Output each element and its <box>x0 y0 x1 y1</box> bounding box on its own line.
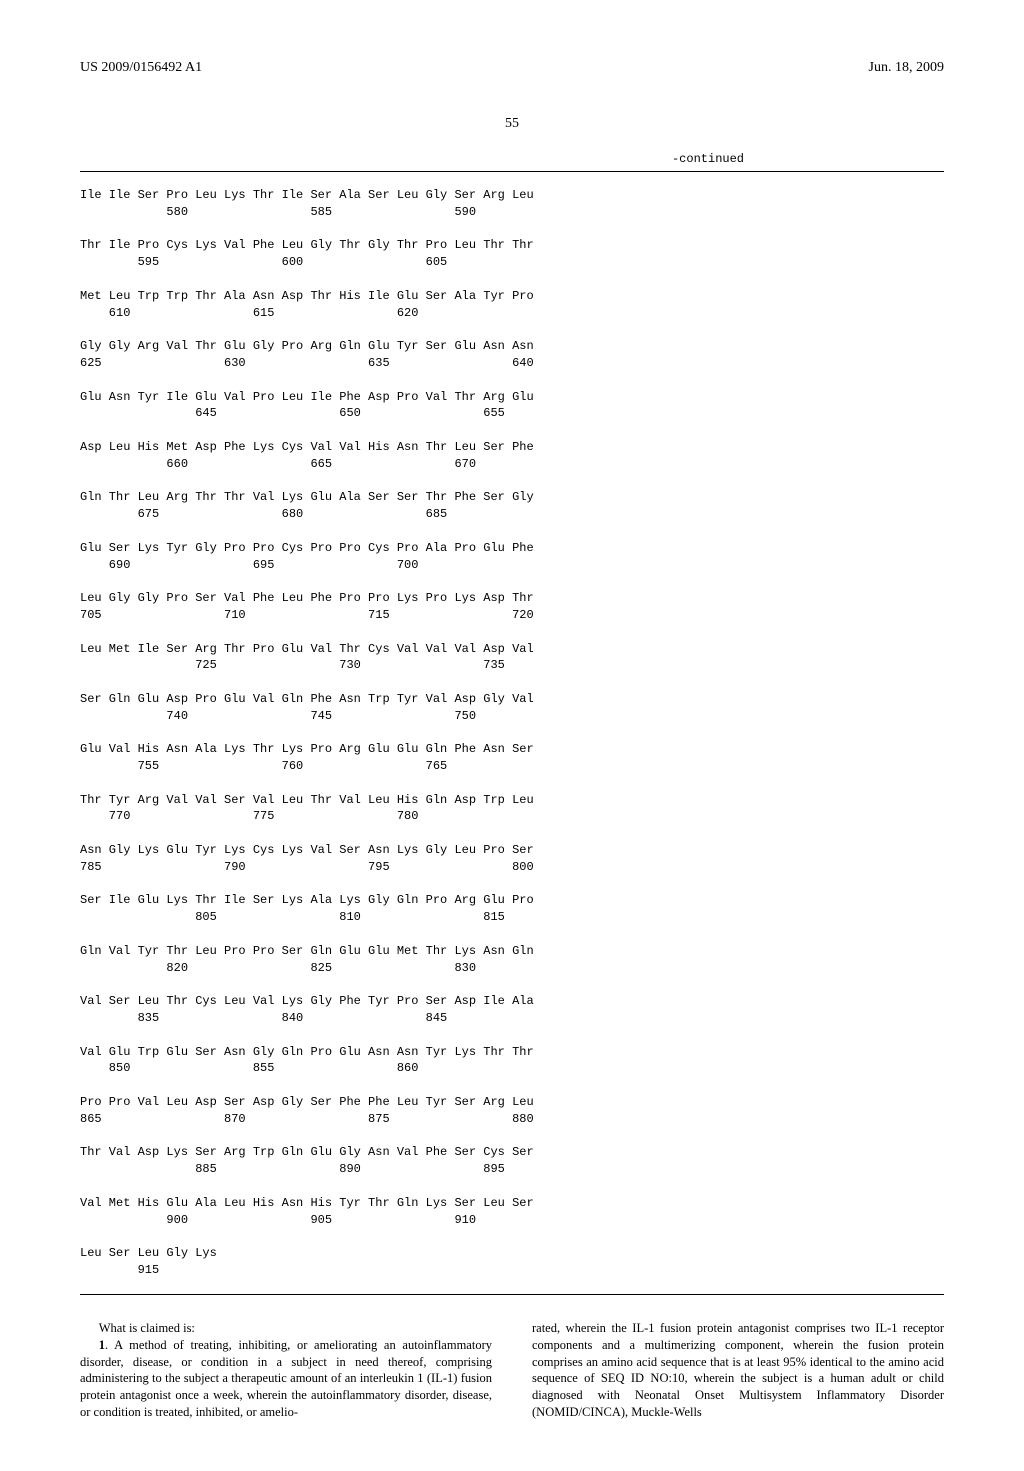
claims-lead: What is claimed is: <box>80 1320 492 1337</box>
claim-1-text-left: . A method of treating, inhibiting, or a… <box>80 1338 492 1420</box>
claim-1-left: 1. A method of treating, inhibiting, or … <box>80 1337 492 1421</box>
sequence-listing: Ile Ile Ser Pro Leu Lys Thr Ile Ser Ala … <box>80 187 944 1279</box>
publication-date: Jun. 18, 2009 <box>869 60 944 76</box>
claim-1-right: rated, wherein the IL-1 fusion protein a… <box>532 1320 944 1421</box>
divider-bottom <box>80 1294 944 1295</box>
page-number: 55 <box>80 116 944 132</box>
divider-top <box>80 171 944 172</box>
publication-number: US 2009/0156492 A1 <box>80 60 202 76</box>
claims-section: What is claimed is: 1. A method of treat… <box>80 1320 944 1421</box>
continued-label: -continued <box>80 152 944 166</box>
